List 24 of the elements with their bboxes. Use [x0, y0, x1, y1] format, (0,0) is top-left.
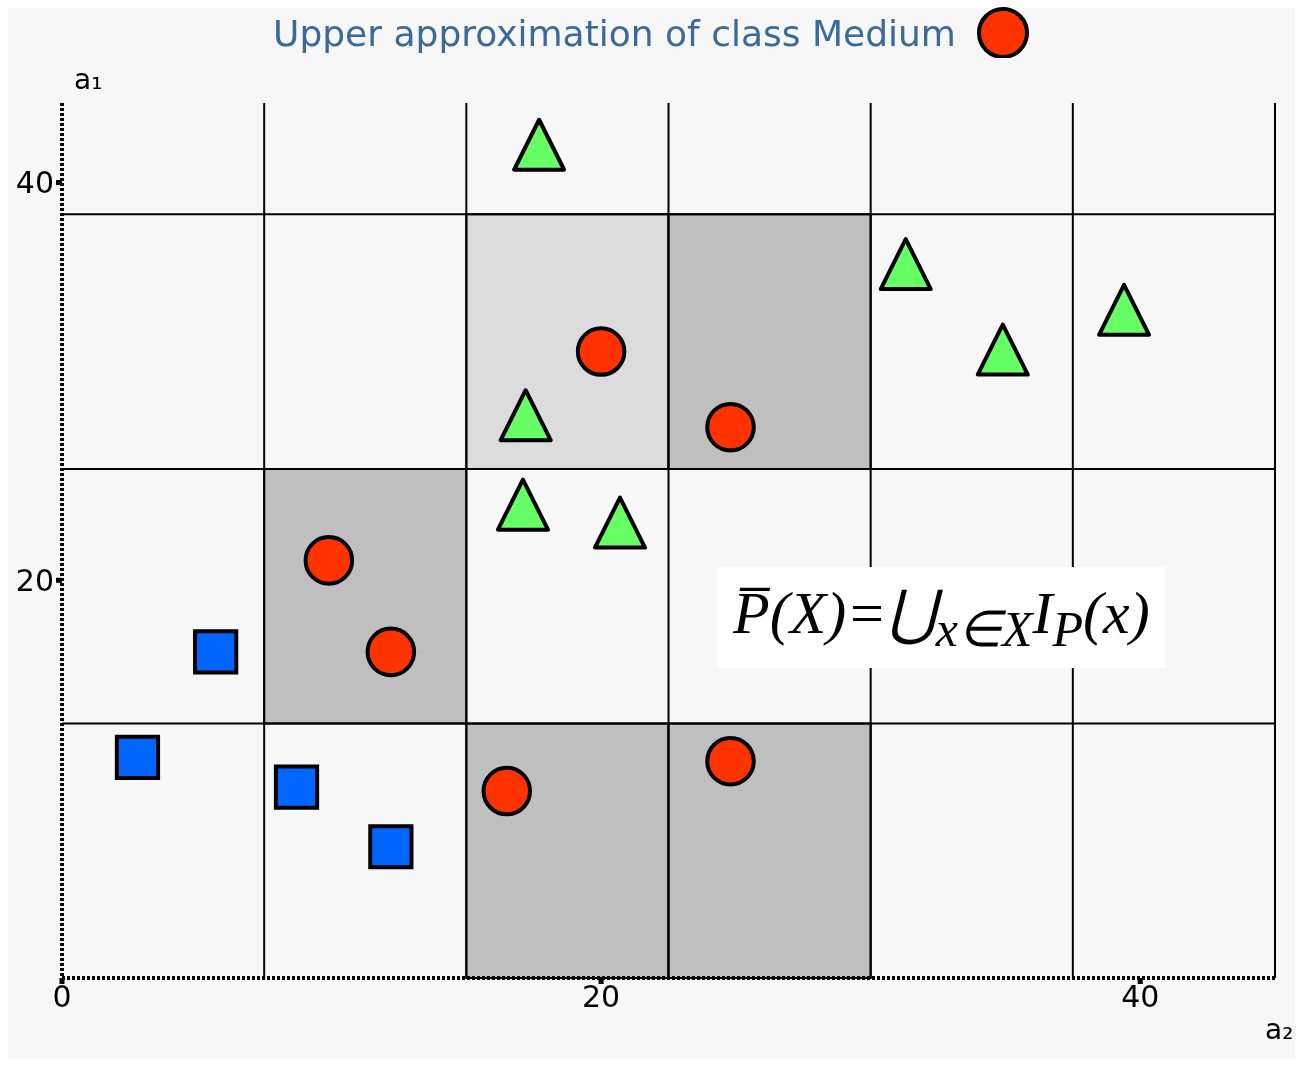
point — [705, 736, 756, 787]
x-tick-label: 20 — [582, 979, 621, 1015]
point — [592, 495, 647, 550]
point — [575, 326, 627, 377]
point — [975, 322, 1030, 377]
point — [481, 765, 533, 817]
point — [512, 117, 567, 172]
point — [114, 734, 161, 780]
point — [193, 629, 239, 675]
point — [368, 824, 414, 870]
x-axis-title: a₂ — [1265, 1013, 1294, 1046]
point — [303, 535, 355, 586]
point — [273, 764, 320, 810]
x-tick-label: 40 — [1121, 979, 1160, 1015]
point — [495, 477, 550, 532]
point — [498, 388, 553, 443]
point — [365, 626, 417, 678]
chart-title: Upper approximation of class Medium — [273, 12, 956, 54]
x-tick-label: 0 — [52, 979, 72, 1015]
y-axis-title: a₁ — [74, 63, 103, 96]
point — [705, 401, 756, 453]
point — [1097, 282, 1152, 337]
point — [878, 237, 933, 292]
annotation: P̅(X)=⋃$_{x∈X}$I$_{P}$(x) — [717, 566, 1166, 668]
